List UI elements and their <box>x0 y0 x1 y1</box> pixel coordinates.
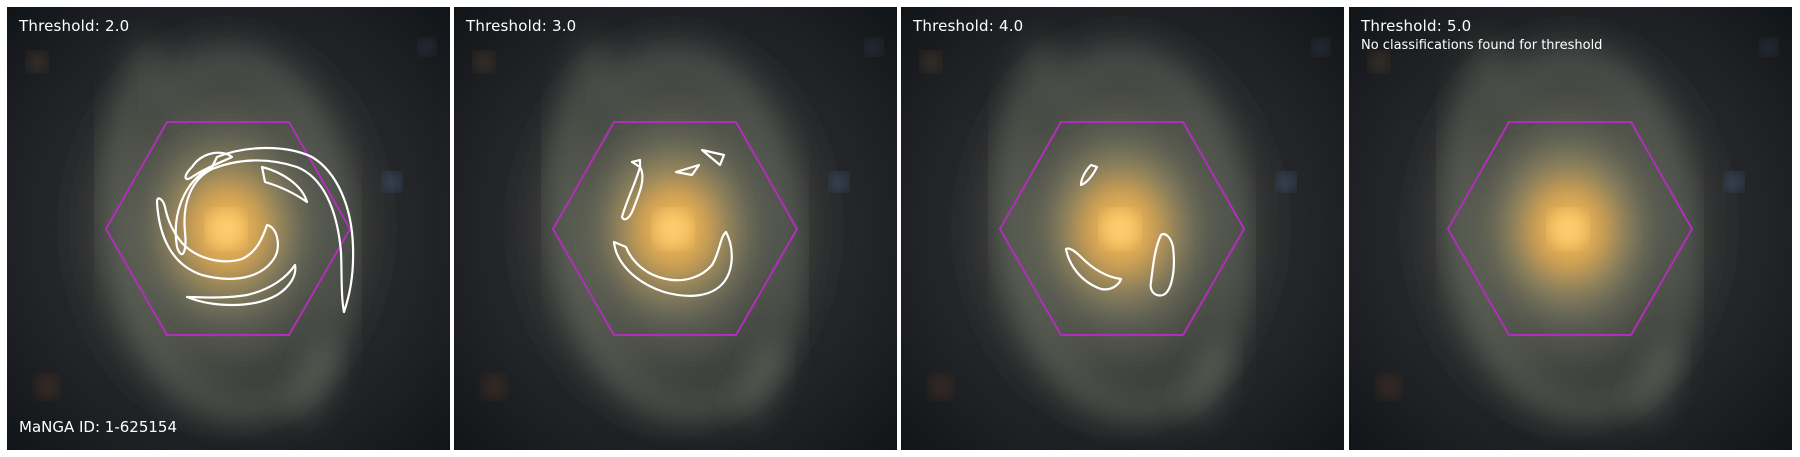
arm-contours <box>155 146 355 314</box>
ifu-hexagon <box>998 121 1246 336</box>
galaxy-image <box>454 7 897 450</box>
ifu-hexagon <box>1446 121 1694 336</box>
galaxy-image <box>901 7 1344 450</box>
arm-contours <box>1064 163 1175 297</box>
threshold-label: Threshold: 3.0 <box>466 17 577 35</box>
threshold-label: Threshold: 2.0 <box>19 17 130 35</box>
galaxy-image <box>1349 7 1792 450</box>
ifu-hexagon <box>551 121 799 336</box>
ifu-hexagon <box>104 121 352 336</box>
arm-contours <box>612 148 733 297</box>
manga-id-label: MaNGA ID: 1-625154 <box>19 418 178 436</box>
threshold-label: Threshold: 5.0 <box>1361 17 1472 35</box>
galaxy-panel-threshold-3: Threshold: 3.0 <box>454 7 897 450</box>
no-classifications-note: No classifications found for threshold <box>1361 38 1603 53</box>
galaxy-panel-threshold-5: Threshold: 5.0 No classifications found … <box>1349 7 1792 450</box>
threshold-label: Threshold: 4.0 <box>913 17 1024 35</box>
galaxy-panel-threshold-4: Threshold: 4.0 <box>901 7 1344 450</box>
galaxy-panel-threshold-2: Threshold: 2.0 MaNGA ID: 1-625154 <box>7 7 450 450</box>
galaxy-image <box>7 7 450 450</box>
